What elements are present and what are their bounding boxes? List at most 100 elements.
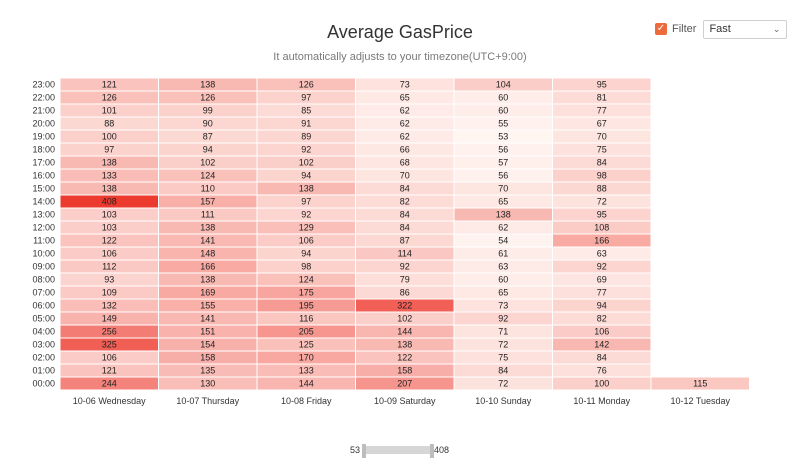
cell-label: 122 xyxy=(397,353,412,363)
speed-select[interactable]: Fast ⌄ xyxy=(703,19,788,39)
heatmap-cell xyxy=(60,169,158,182)
cell-label: 138 xyxy=(102,184,117,194)
heatmap-cell xyxy=(553,299,651,312)
cell-label: 244 xyxy=(102,379,117,389)
cell-label: 157 xyxy=(200,197,215,207)
heatmap-cell xyxy=(60,247,158,260)
heatmap-cell xyxy=(356,182,454,195)
cell-label: 195 xyxy=(299,301,314,311)
cell-label: 116 xyxy=(299,314,313,324)
cell-label: 72 xyxy=(597,197,607,207)
checkmark-icon: ✓ xyxy=(656,23,666,34)
heatmap-cell xyxy=(553,286,651,299)
cell-label: 60 xyxy=(498,93,508,103)
heatmap-cell xyxy=(454,130,552,143)
y-axis-label: 01:00 xyxy=(32,366,55,376)
cell-label: 100 xyxy=(594,379,609,389)
cell-label: 102 xyxy=(200,158,215,168)
y-axis-label: 18:00 xyxy=(32,145,55,155)
heatmap-cell xyxy=(356,312,454,325)
heatmap-cell xyxy=(356,377,454,390)
cell-label: 125 xyxy=(299,340,314,350)
heatmap-cell xyxy=(454,364,552,377)
cell-label: 101 xyxy=(102,106,117,116)
cell-label: 54 xyxy=(498,236,508,246)
x-axis-label: 10-08 Friday xyxy=(281,396,332,406)
cell-label: 106 xyxy=(299,236,314,246)
heatmap-cell xyxy=(60,78,158,91)
cell-label: 103 xyxy=(102,210,117,220)
heatmap-cell xyxy=(356,208,454,221)
filter-checkbox[interactable]: ✓ xyxy=(655,23,667,35)
cell-label: 322 xyxy=(397,301,412,311)
cell-label: 121 xyxy=(102,80,117,90)
heatmap-cell xyxy=(60,377,158,390)
cell-label: 115 xyxy=(693,379,707,389)
cell-label: 126 xyxy=(102,93,117,103)
cell-label: 86 xyxy=(400,288,410,298)
cell-label: 126 xyxy=(299,80,314,90)
heatmap-cell xyxy=(454,195,552,208)
cell-label: 132 xyxy=(102,301,117,311)
y-axis-label: 23:00 xyxy=(32,80,55,90)
cell-label: 60 xyxy=(498,106,508,116)
cell-label: 92 xyxy=(498,314,508,324)
heatmap-cell xyxy=(356,247,454,260)
cell-label: 106 xyxy=(102,353,117,363)
cell-label: 138 xyxy=(102,158,117,168)
heatmap-cell xyxy=(454,143,552,156)
heatmap-cell xyxy=(356,325,454,338)
cell-label: 256 xyxy=(102,327,117,337)
heatmap-cell xyxy=(159,364,257,377)
cell-label: 53 xyxy=(498,132,508,142)
heatmap-cell xyxy=(60,351,158,364)
cell-label: 95 xyxy=(597,210,607,220)
heatmap-cell xyxy=(356,195,454,208)
filter-label: Filter xyxy=(672,23,697,35)
cell-label: 141 xyxy=(200,314,215,324)
y-axis-label: 22:00 xyxy=(32,93,55,103)
cell-label: 151 xyxy=(200,327,215,337)
heatmap-cell xyxy=(454,234,552,247)
heatmap-cell xyxy=(651,377,749,390)
cell-label: 76 xyxy=(597,366,607,376)
cell-label: 85 xyxy=(301,106,311,116)
heatmap-cell xyxy=(454,169,552,182)
cell-label: 98 xyxy=(301,262,311,272)
cell-label: 325 xyxy=(102,340,117,350)
cell-label: 75 xyxy=(498,353,508,363)
cell-label: 166 xyxy=(594,236,609,246)
heatmap-cell xyxy=(454,299,552,312)
x-axis-label: 10-09 Saturday xyxy=(374,396,436,406)
heatmap-cell xyxy=(257,91,355,104)
heatmap-cell xyxy=(454,91,552,104)
cell-label: 57 xyxy=(498,158,508,168)
cell-label: 82 xyxy=(597,314,607,324)
cell-label: 124 xyxy=(200,171,215,181)
heatmap-cell xyxy=(454,351,552,364)
y-axis-label: 15:00 xyxy=(32,184,55,194)
heatmap-cell xyxy=(159,221,257,234)
heatmap-cell xyxy=(159,247,257,260)
cell-label: 144 xyxy=(397,327,412,337)
cell-label: 62 xyxy=(498,223,508,233)
cell-label: 106 xyxy=(594,327,609,337)
visual-map-max-label: 408 xyxy=(434,445,449,455)
heatmap-cell xyxy=(553,325,651,338)
heatmap-cell xyxy=(454,377,552,390)
y-axis-label: 02:00 xyxy=(32,353,55,363)
x-axis-label: 10-07 Thursday xyxy=(176,396,239,406)
heatmap-cell xyxy=(257,273,355,286)
cell-label: 149 xyxy=(102,314,117,324)
heatmap-cell xyxy=(60,273,158,286)
filter-control: ✓ Filter Fast ⌄ xyxy=(655,19,788,39)
heatmap-cell xyxy=(159,312,257,325)
cell-label: 84 xyxy=(400,210,410,220)
heatmap-cell xyxy=(60,338,158,351)
cell-label: 135 xyxy=(200,366,215,376)
cell-label: 70 xyxy=(597,132,607,142)
heatmap-cell xyxy=(454,260,552,273)
cell-label: 138 xyxy=(200,223,215,233)
cell-label: 205 xyxy=(299,327,314,337)
cell-label: 65 xyxy=(498,288,508,298)
